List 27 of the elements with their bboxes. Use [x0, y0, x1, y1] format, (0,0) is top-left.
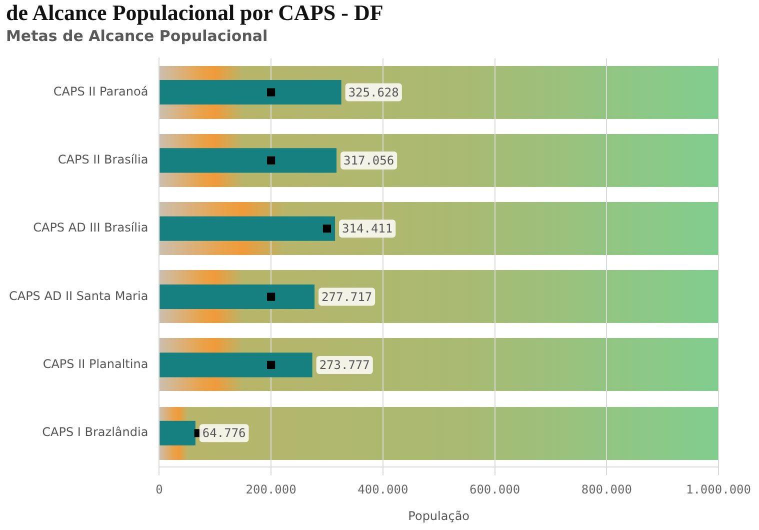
bar	[160, 80, 342, 105]
y-tick-label: CAPS II Brasília	[58, 152, 148, 167]
x-tick-label: 200.000	[246, 482, 296, 497]
data-label: 314.411	[342, 222, 393, 236]
bar	[160, 420, 196, 446]
y-tick-label: CAPS AD III Brasília	[33, 220, 148, 235]
bar	[160, 148, 337, 173]
x-tick-label: 800.000	[581, 482, 632, 497]
bar	[160, 284, 315, 310]
data-label: 273.777	[319, 358, 370, 372]
bar	[160, 352, 312, 378]
x-tick-label: 400.000	[358, 482, 408, 497]
bar	[160, 216, 336, 241]
chart-title: de Alcance Populacional por CAPS - DF	[6, 0, 384, 26]
y-tick-label: CAPS II Planaltina	[42, 357, 148, 372]
y-tick-label: CAPS I Brazlândia	[42, 425, 148, 440]
data-label: 277.717	[322, 290, 372, 304]
y-tick-label: CAPS AD II Santa Maria	[8, 288, 148, 303]
x-tick-label: 0	[156, 482, 163, 497]
x-axis-title: População	[408, 508, 470, 523]
x-tick-label: 600.000	[469, 482, 520, 497]
chart-subtitle: Metas de Alcance Populacional	[6, 27, 268, 45]
x-tick-label: 1.000.000	[686, 482, 752, 497]
data-label: 64.776	[202, 426, 246, 440]
data-label: 317.056	[344, 154, 394, 168]
data-label: 325.628	[348, 85, 399, 100]
y-tick-label: CAPS II Paranoá	[53, 84, 148, 98]
